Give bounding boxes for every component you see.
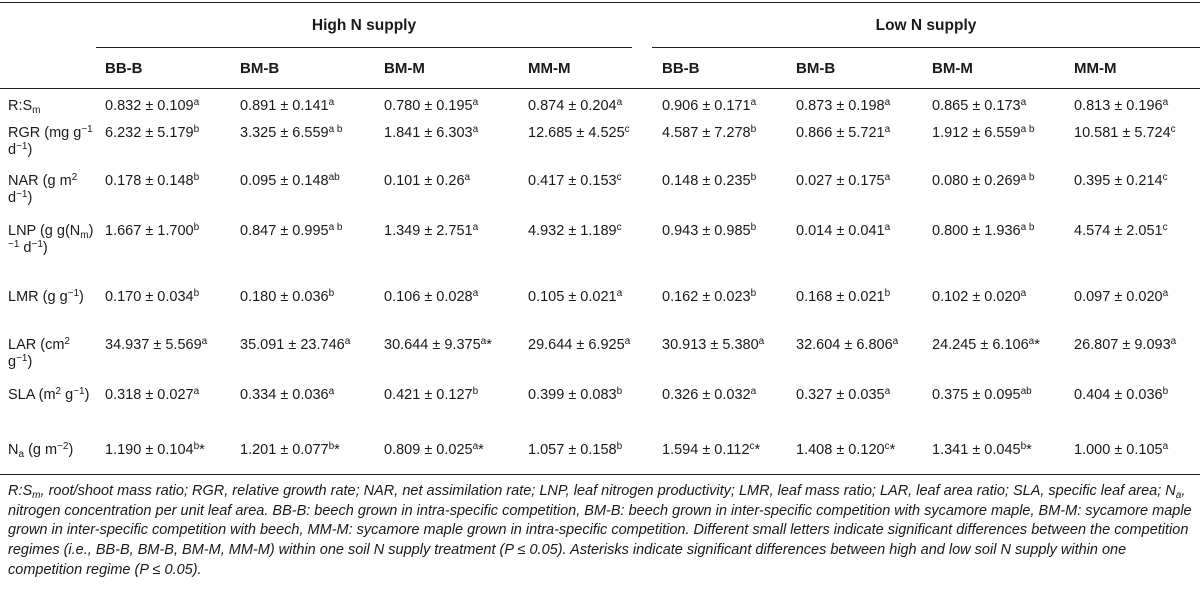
row-label: LNP (g g(Nm)−1 d−1) xyxy=(8,223,94,256)
table-cell: 0.106 ± 0.028a xyxy=(384,288,479,306)
table-cell: 1.201 ± 0.077b* xyxy=(240,441,340,459)
table-cell: 0.873 ± 0.198a xyxy=(796,97,891,115)
table-cell: 0.906 ± 0.171a xyxy=(662,97,757,115)
table-cell: 0.097 ± 0.020a xyxy=(1074,288,1169,306)
table-cell: 0.095 ± 0.148ab xyxy=(240,172,340,190)
table-cell: 0.027 ± 0.175a xyxy=(796,172,891,190)
table-cell: 0.168 ± 0.021b xyxy=(796,288,891,306)
table-cell: 0.375 ± 0.095ab xyxy=(932,386,1032,404)
table-cell: 1.408 ± 0.120c* xyxy=(796,441,896,459)
table-cell: 0.180 ± 0.036b xyxy=(240,288,335,306)
row-label: RGR (mg g−1 d−1) xyxy=(8,124,93,159)
low-n-group-rule xyxy=(652,47,1200,48)
table-cell: 6.232 ± 5.179b xyxy=(105,124,200,142)
table-cell: 1.341 ± 0.045b* xyxy=(932,441,1032,459)
column-header: BM-B xyxy=(240,60,280,77)
table-cell: 0.417 ± 0.153c xyxy=(528,172,622,190)
table-cell: 0.866 ± 5.721a xyxy=(796,124,891,142)
group-header-high-n: High N supply xyxy=(311,17,417,34)
table-cell: 0.800 ± 1.936a b xyxy=(932,222,1035,240)
table-cell: 0.326 ± 0.032a xyxy=(662,386,757,404)
table-cell: 10.581 ± 5.724c xyxy=(1074,124,1176,142)
row-label: Na (g m−2) xyxy=(8,441,74,460)
table-cell: 1.667 ± 1.700b xyxy=(105,222,200,240)
table-cell: 32.604 ± 6.806a xyxy=(796,336,899,354)
column-header: BM-B xyxy=(796,60,836,77)
column-header: BB-B xyxy=(105,60,143,77)
table-cell: 0.809 ± 0.025a* xyxy=(384,441,484,459)
table-cell: 0.847 ± 0.995a b xyxy=(240,222,343,240)
table-cell: 1.000 ± 0.105a xyxy=(1074,441,1169,459)
table-cell: 0.891 ± 0.141a xyxy=(240,97,335,115)
group-header-low-n: Low N supply xyxy=(875,17,977,34)
table-cell: 1.841 ± 6.303a xyxy=(384,124,479,142)
table-cell: 0.399 ± 0.083b xyxy=(528,386,623,404)
table-cell: 0.865 ± 0.173a xyxy=(932,97,1027,115)
table-cell: 4.932 ± 1.189c xyxy=(528,222,622,240)
row-label: SLA (m2 g−1) xyxy=(8,386,90,404)
table-cell: 0.943 ± 0.985b xyxy=(662,222,757,240)
row-label: LAR (cm2 g−1) xyxy=(8,336,70,371)
table-cell: 0.102 ± 0.020a xyxy=(932,288,1027,306)
table-cell: 0.395 ± 0.214c xyxy=(1074,172,1168,190)
table-cell: 0.178 ± 0.148b xyxy=(105,172,200,190)
table-cell: 0.080 ± 0.269a b xyxy=(932,172,1035,190)
table-cell: 0.404 ± 0.036b xyxy=(1074,386,1169,404)
table-cell: 0.014 ± 0.041a xyxy=(796,222,891,240)
table-cell: 1.594 ± 0.112c* xyxy=(662,441,761,459)
table-cell: 0.780 ± 0.195a xyxy=(384,97,479,115)
table-cell: 3.325 ± 6.559a b xyxy=(240,124,343,142)
table-cell: 12.685 ± 4.525c xyxy=(528,124,630,142)
table-cell: 4.587 ± 7.278b xyxy=(662,124,757,142)
table-cell: 0.105 ± 0.021a xyxy=(528,288,623,306)
table-cell: 35.091 ± 23.746a xyxy=(240,336,351,354)
table-cell: 1.912 ± 6.559a b xyxy=(932,124,1035,142)
column-header: BB-B xyxy=(662,60,700,77)
table-cell: 24.245 ± 6.106a* xyxy=(932,336,1040,354)
column-header: BM-M xyxy=(384,60,425,77)
column-header: MM-M xyxy=(1074,60,1117,77)
table-cell: 26.807 ± 9.093a xyxy=(1074,336,1177,354)
table-cell: 0.421 ± 0.127b xyxy=(384,386,479,404)
table-cell: 30.644 ± 9.375a* xyxy=(384,336,492,354)
table-cell: 0.101 ± 0.26a xyxy=(384,172,471,190)
table-cell: 0.832 ± 0.109a xyxy=(105,97,200,115)
table-cell: 0.148 ± 0.235b xyxy=(662,172,757,190)
table-cell: 1.057 ± 0.158b xyxy=(528,441,623,459)
table-cell: 1.190 ± 0.104b* xyxy=(105,441,205,459)
row-label: LMR (g g−1) xyxy=(8,288,84,306)
table-cell: 0.170 ± 0.034b xyxy=(105,288,200,306)
table-cell: 34.937 ± 5.569a xyxy=(105,336,208,354)
table-bottom-rule xyxy=(0,474,1200,475)
table-cell: 0.162 ± 0.023b xyxy=(662,288,757,306)
table-cell: 0.334 ± 0.036a xyxy=(240,386,335,404)
high-n-group-rule xyxy=(96,47,632,48)
table-cell: 0.874 ± 0.204a xyxy=(528,97,623,115)
row-label: R:Sm xyxy=(8,98,41,116)
table-cell: 0.813 ± 0.196a xyxy=(1074,97,1169,115)
table-cell: 1.349 ± 2.751a xyxy=(384,222,479,240)
column-header: BM-M xyxy=(932,60,973,77)
table-cell: 29.644 ± 6.925a xyxy=(528,336,631,354)
table-cell: 0.327 ± 0.035a xyxy=(796,386,891,404)
table-cell: 4.574 ± 2.051c xyxy=(1074,222,1168,240)
table-cell: 30.913 ± 5.380a xyxy=(662,336,765,354)
column-header: MM-M xyxy=(528,60,571,77)
row-label: NAR (g m2 d−1) xyxy=(8,172,78,207)
header-bottom-rule xyxy=(0,88,1200,89)
table-top-rule xyxy=(0,2,1200,3)
table-footnote: R:Sm, root/shoot mass ratio; RGR, relati… xyxy=(8,483,1192,578)
table-cell: 0.318 ± 0.027a xyxy=(105,386,200,404)
